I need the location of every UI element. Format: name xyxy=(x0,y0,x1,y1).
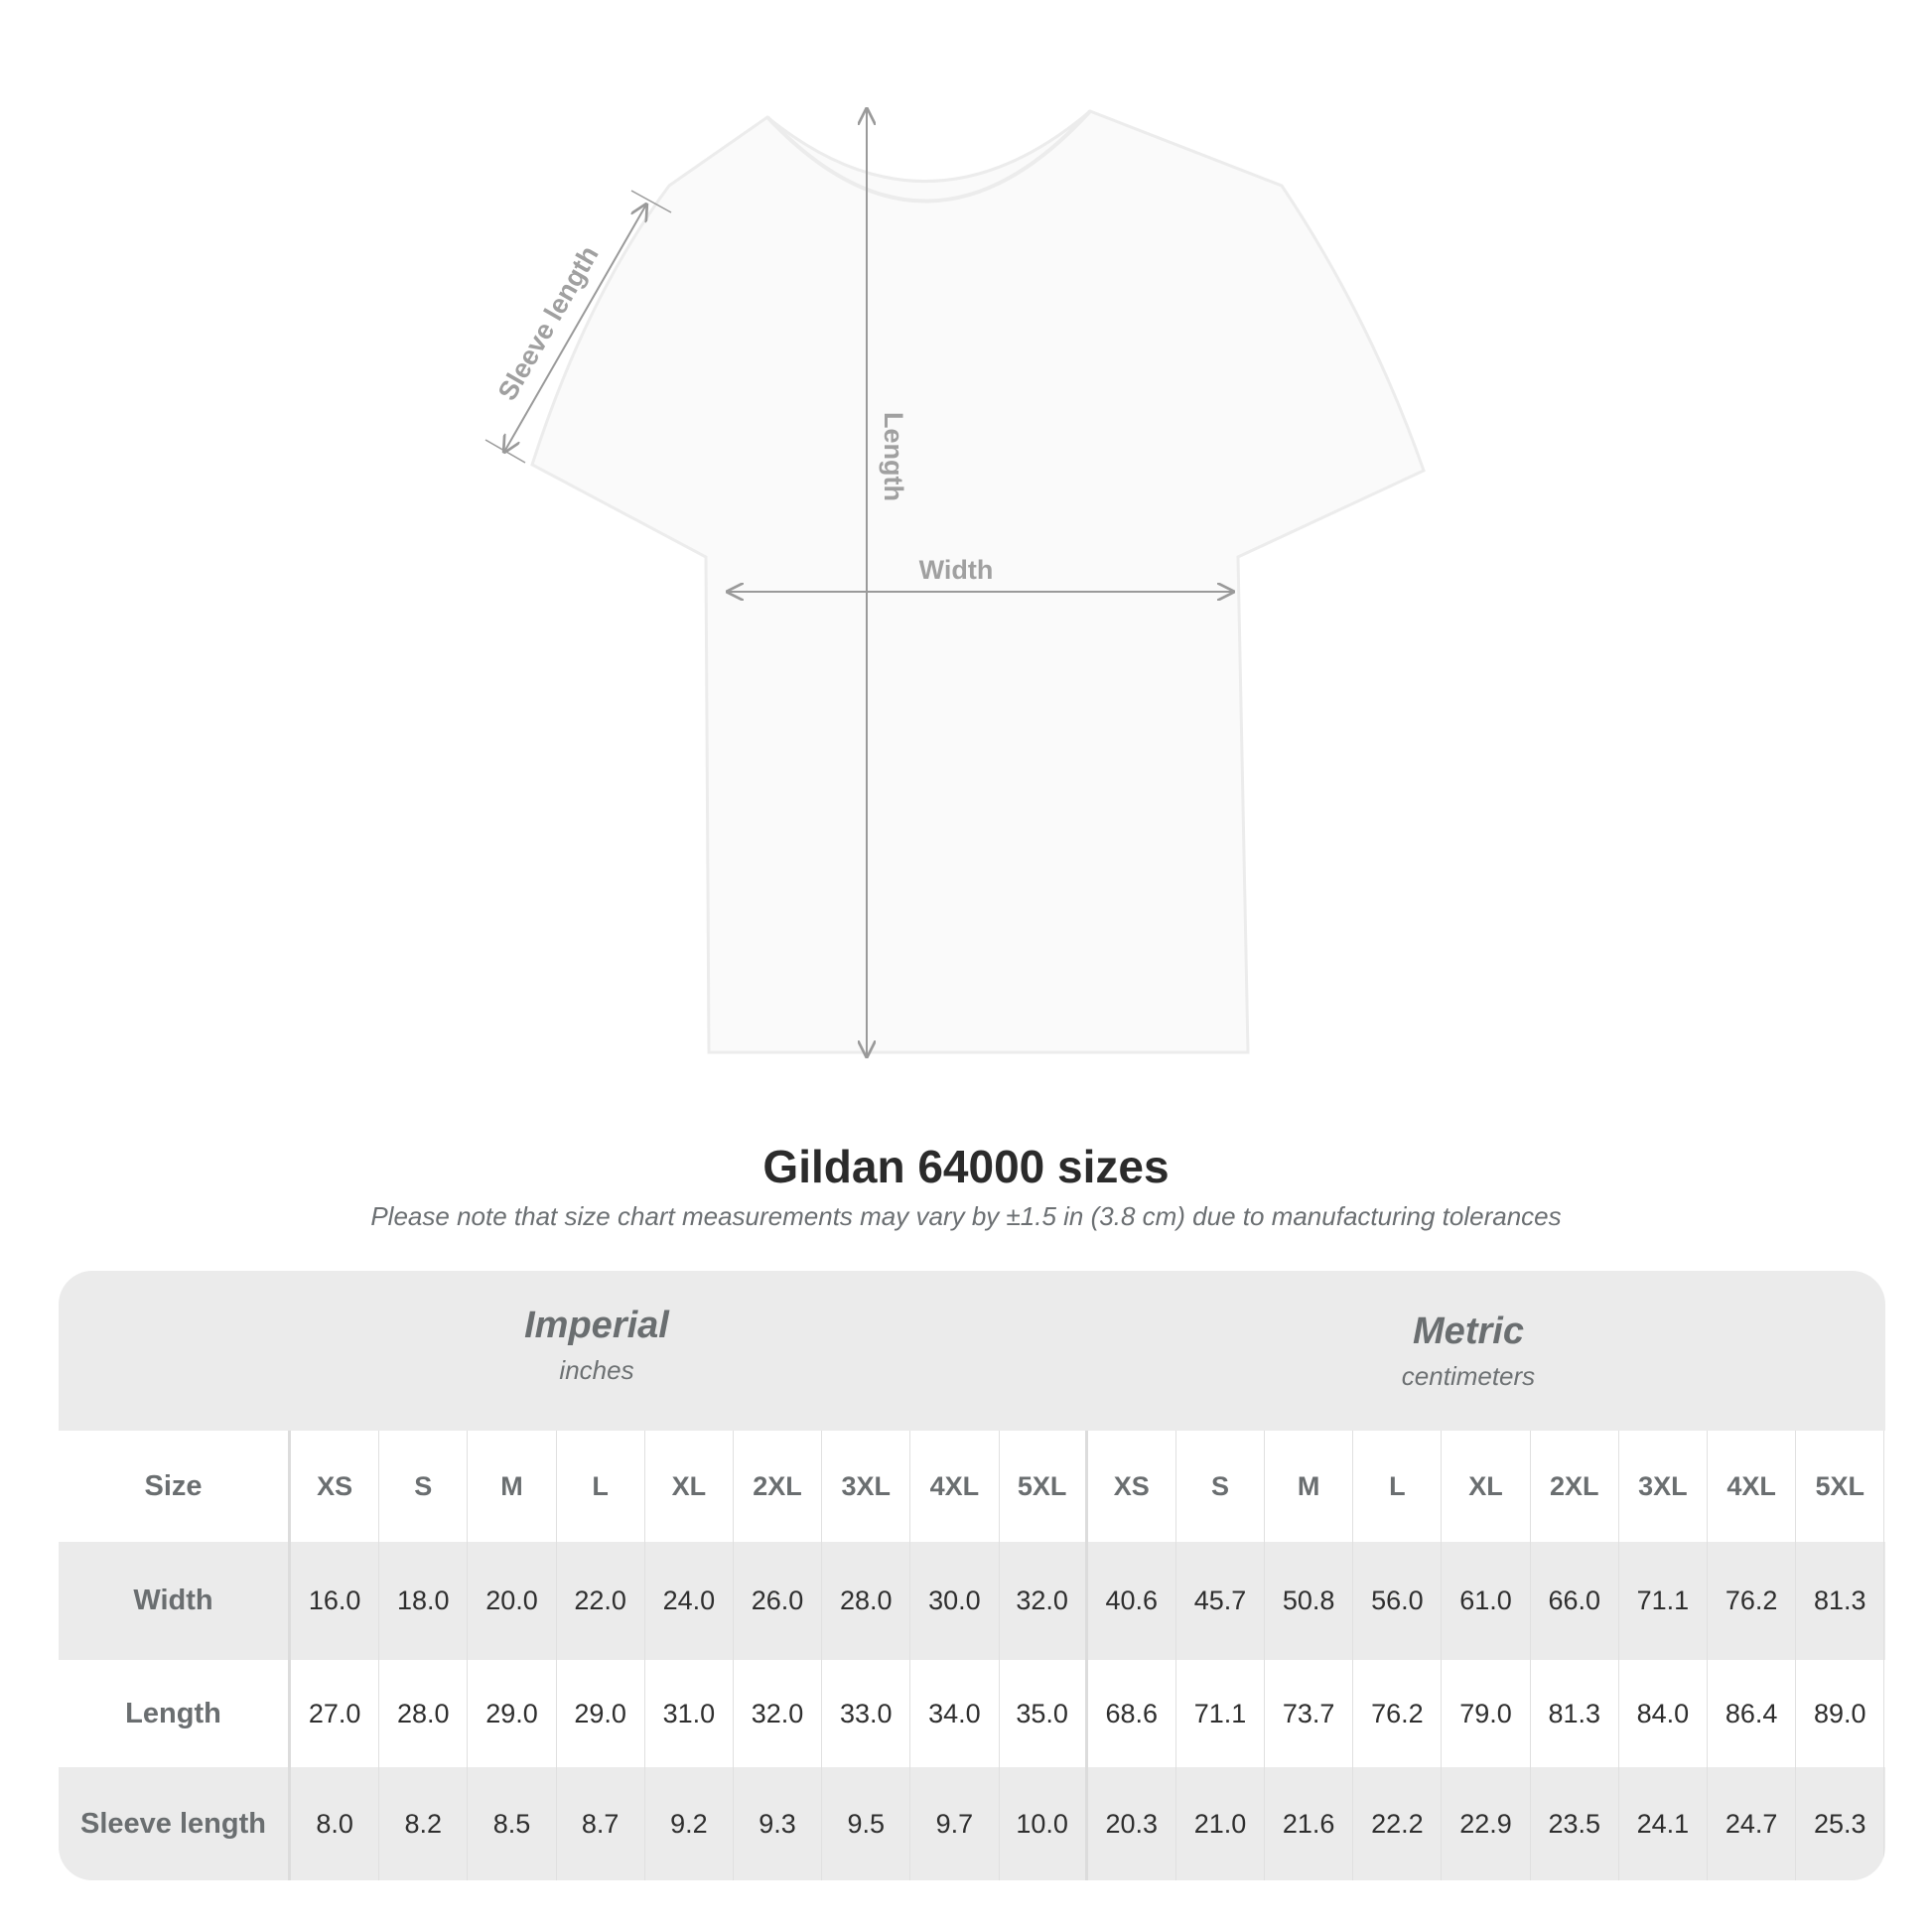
measurement-cell: 9.7 xyxy=(910,1767,1000,1880)
measurement-cell: 61.0 xyxy=(1442,1542,1531,1660)
measurement-cell: 73.7 xyxy=(1265,1660,1354,1767)
imperial-label: Imperial xyxy=(524,1305,669,1346)
size-header-cell: L xyxy=(1353,1431,1443,1542)
measurement-cell: 25.3 xyxy=(1796,1767,1885,1880)
measurement-cell: 32.0 xyxy=(734,1660,823,1767)
measurement-cell: 10.0 xyxy=(1000,1767,1088,1880)
measurement-cell: 9.5 xyxy=(822,1767,911,1880)
measurement-cell: 89.0 xyxy=(1796,1660,1885,1767)
collar xyxy=(765,109,1092,204)
measurement-cell: 28.0 xyxy=(379,1660,469,1767)
measurement-cell: 22.2 xyxy=(1353,1767,1443,1880)
size-header-cell: S xyxy=(379,1431,469,1542)
measurement-cell: 45.7 xyxy=(1176,1542,1266,1660)
measurement-cell: 21.0 xyxy=(1176,1767,1266,1880)
table-row: Sleeve length 8.0 8.2 8.5 8.7 9.2 9.3 9.5 9.7 10.… xyxy=(59,1767,1885,1880)
size-header-cell: 4XL xyxy=(1708,1431,1797,1542)
measurement-cell: 34.0 xyxy=(910,1660,1000,1767)
measurement-cell: 28.0 xyxy=(822,1542,911,1660)
measurement-cell: 31.0 xyxy=(645,1660,734,1767)
size-table: Imperial inches Metric centimeters Size X… xyxy=(59,1271,1885,1880)
size-header-cell: M xyxy=(468,1431,557,1542)
tolerance-note: Please note that size chart measurements… xyxy=(370,1201,1562,1231)
measurement-cell: 18.0 xyxy=(379,1542,469,1660)
measurement-cell: 8.7 xyxy=(557,1767,645,1880)
measurement-cell: 8.2 xyxy=(379,1767,469,1880)
measurement-cell: 56.0 xyxy=(1353,1542,1443,1660)
measurement-cell: 9.2 xyxy=(645,1767,734,1880)
measurement-cell: 66.0 xyxy=(1531,1542,1619,1660)
measurement-cell: 76.2 xyxy=(1353,1660,1443,1767)
measurement-cell: 71.1 xyxy=(1619,1542,1708,1660)
measurement-cell: 76.2 xyxy=(1708,1542,1797,1660)
measurement-cell: 22.9 xyxy=(1442,1767,1531,1880)
measurement-cell: 22.0 xyxy=(557,1542,645,1660)
sleeve-tick xyxy=(484,439,526,464)
measurement-cell: 9.3 xyxy=(734,1767,823,1880)
measurement-cell: 29.0 xyxy=(557,1660,645,1767)
chart-title: Gildan 64000 sizes xyxy=(762,1141,1170,1192)
measurement-cell: 33.0 xyxy=(822,1660,911,1767)
size-header-cell: 3XL xyxy=(1619,1431,1708,1542)
metric-header: Metric centimeters xyxy=(1022,1271,1885,1431)
measurement-cell: 21.6 xyxy=(1265,1767,1354,1880)
measurement-cell: 68.6 xyxy=(1088,1660,1176,1767)
table-row: Size XS S M L XL 2XL 3XL 4XL 5XL XS S M L XL 2XL 3XL 4XL 5… xyxy=(59,1431,1885,1542)
size-header-cell: M xyxy=(1265,1431,1354,1542)
measurement-cell: 40.6 xyxy=(1088,1542,1176,1660)
size-header-cell: XL xyxy=(645,1431,734,1542)
measurement-cell: 81.3 xyxy=(1531,1660,1619,1767)
imperial-unit: inches xyxy=(559,1355,634,1385)
measurement-cell: 16.0 xyxy=(291,1542,380,1660)
measurement-cell: 20.3 xyxy=(1088,1767,1176,1880)
size-header-cell: XL xyxy=(1442,1431,1531,1542)
size-header-cell: XS xyxy=(1088,1431,1176,1542)
row-label: Sleeve length xyxy=(59,1767,291,1880)
tshirt-diagram: Sleeve length Length Width xyxy=(484,0,1426,1102)
size-header-cell: 5XL xyxy=(1000,1431,1088,1542)
measurement-cell: 20.0 xyxy=(468,1542,557,1660)
table-row: Length 27.0 28.0 29.0 29.0 31.0 32.0 33.0 34.0 35… xyxy=(59,1660,1885,1767)
size-header-cell: XS xyxy=(291,1431,380,1542)
metric-unit: centimeters xyxy=(1401,1361,1536,1391)
size-header-cell: 2XL xyxy=(1531,1431,1619,1542)
sleeve-arrow xyxy=(504,205,646,452)
measurement-cell: 23.5 xyxy=(1531,1767,1619,1880)
measurement-cell: 32.0 xyxy=(1000,1542,1088,1660)
measurement-cell: 27.0 xyxy=(291,1660,380,1767)
measurement-cell: 24.7 xyxy=(1708,1767,1797,1880)
measurement-cell: 79.0 xyxy=(1442,1660,1531,1767)
size-header-cell: 3XL xyxy=(822,1431,911,1542)
measurement-cell: 30.0 xyxy=(910,1542,1000,1660)
measurement-cell: 26.0 xyxy=(734,1542,823,1660)
measurement-cell: 8.0 xyxy=(291,1767,380,1880)
measurement-cell: 84.0 xyxy=(1619,1660,1708,1767)
size-header-cell: 2XL xyxy=(734,1431,823,1542)
size-header-cell: S xyxy=(1176,1431,1266,1542)
measurement-cell: 81.3 xyxy=(1796,1542,1885,1660)
measurement-cell: 8.5 xyxy=(468,1767,557,1880)
row-label: Width xyxy=(59,1542,291,1660)
measurement-cell: 35.0 xyxy=(1000,1660,1088,1767)
measurement-cell: 86.4 xyxy=(1708,1660,1797,1767)
measurement-cell: 24.0 xyxy=(645,1542,734,1660)
size-header-cell: 4XL xyxy=(910,1431,1000,1542)
row-label: Length xyxy=(59,1660,291,1767)
length-label: Length xyxy=(879,412,908,501)
sleeve-tick xyxy=(630,190,672,213)
imperial-header: Imperial inches xyxy=(150,1271,1043,1431)
row-label: Size xyxy=(59,1431,291,1542)
measurement-cell: 29.0 xyxy=(468,1660,557,1767)
measurement-cell: 50.8 xyxy=(1265,1542,1354,1660)
measurement-cell: 71.1 xyxy=(1176,1660,1266,1767)
metric-label: Metric xyxy=(1413,1311,1524,1352)
measurement-cell: 24.1 xyxy=(1619,1767,1708,1880)
size-header-cell: 5XL xyxy=(1796,1431,1885,1542)
size-header-cell: L xyxy=(557,1431,645,1542)
table-row: Width 16.0 18.0 20.0 22.0 24.0 26.0 28.0 30.0 32.… xyxy=(59,1542,1885,1660)
width-label: Width xyxy=(919,555,994,585)
